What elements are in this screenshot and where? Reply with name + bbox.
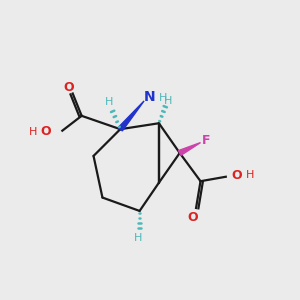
Text: O: O xyxy=(232,169,242,182)
Text: O: O xyxy=(40,125,51,138)
Text: N: N xyxy=(144,90,156,104)
Polygon shape xyxy=(178,142,200,155)
Text: H: H xyxy=(159,93,168,103)
Text: F: F xyxy=(202,134,211,147)
Text: H: H xyxy=(164,96,172,106)
Text: H: H xyxy=(246,170,254,180)
Text: H: H xyxy=(134,233,142,243)
Text: H: H xyxy=(105,98,113,107)
Text: O: O xyxy=(64,81,74,94)
Text: O: O xyxy=(188,211,198,224)
Polygon shape xyxy=(118,101,144,131)
Text: H: H xyxy=(29,127,38,136)
